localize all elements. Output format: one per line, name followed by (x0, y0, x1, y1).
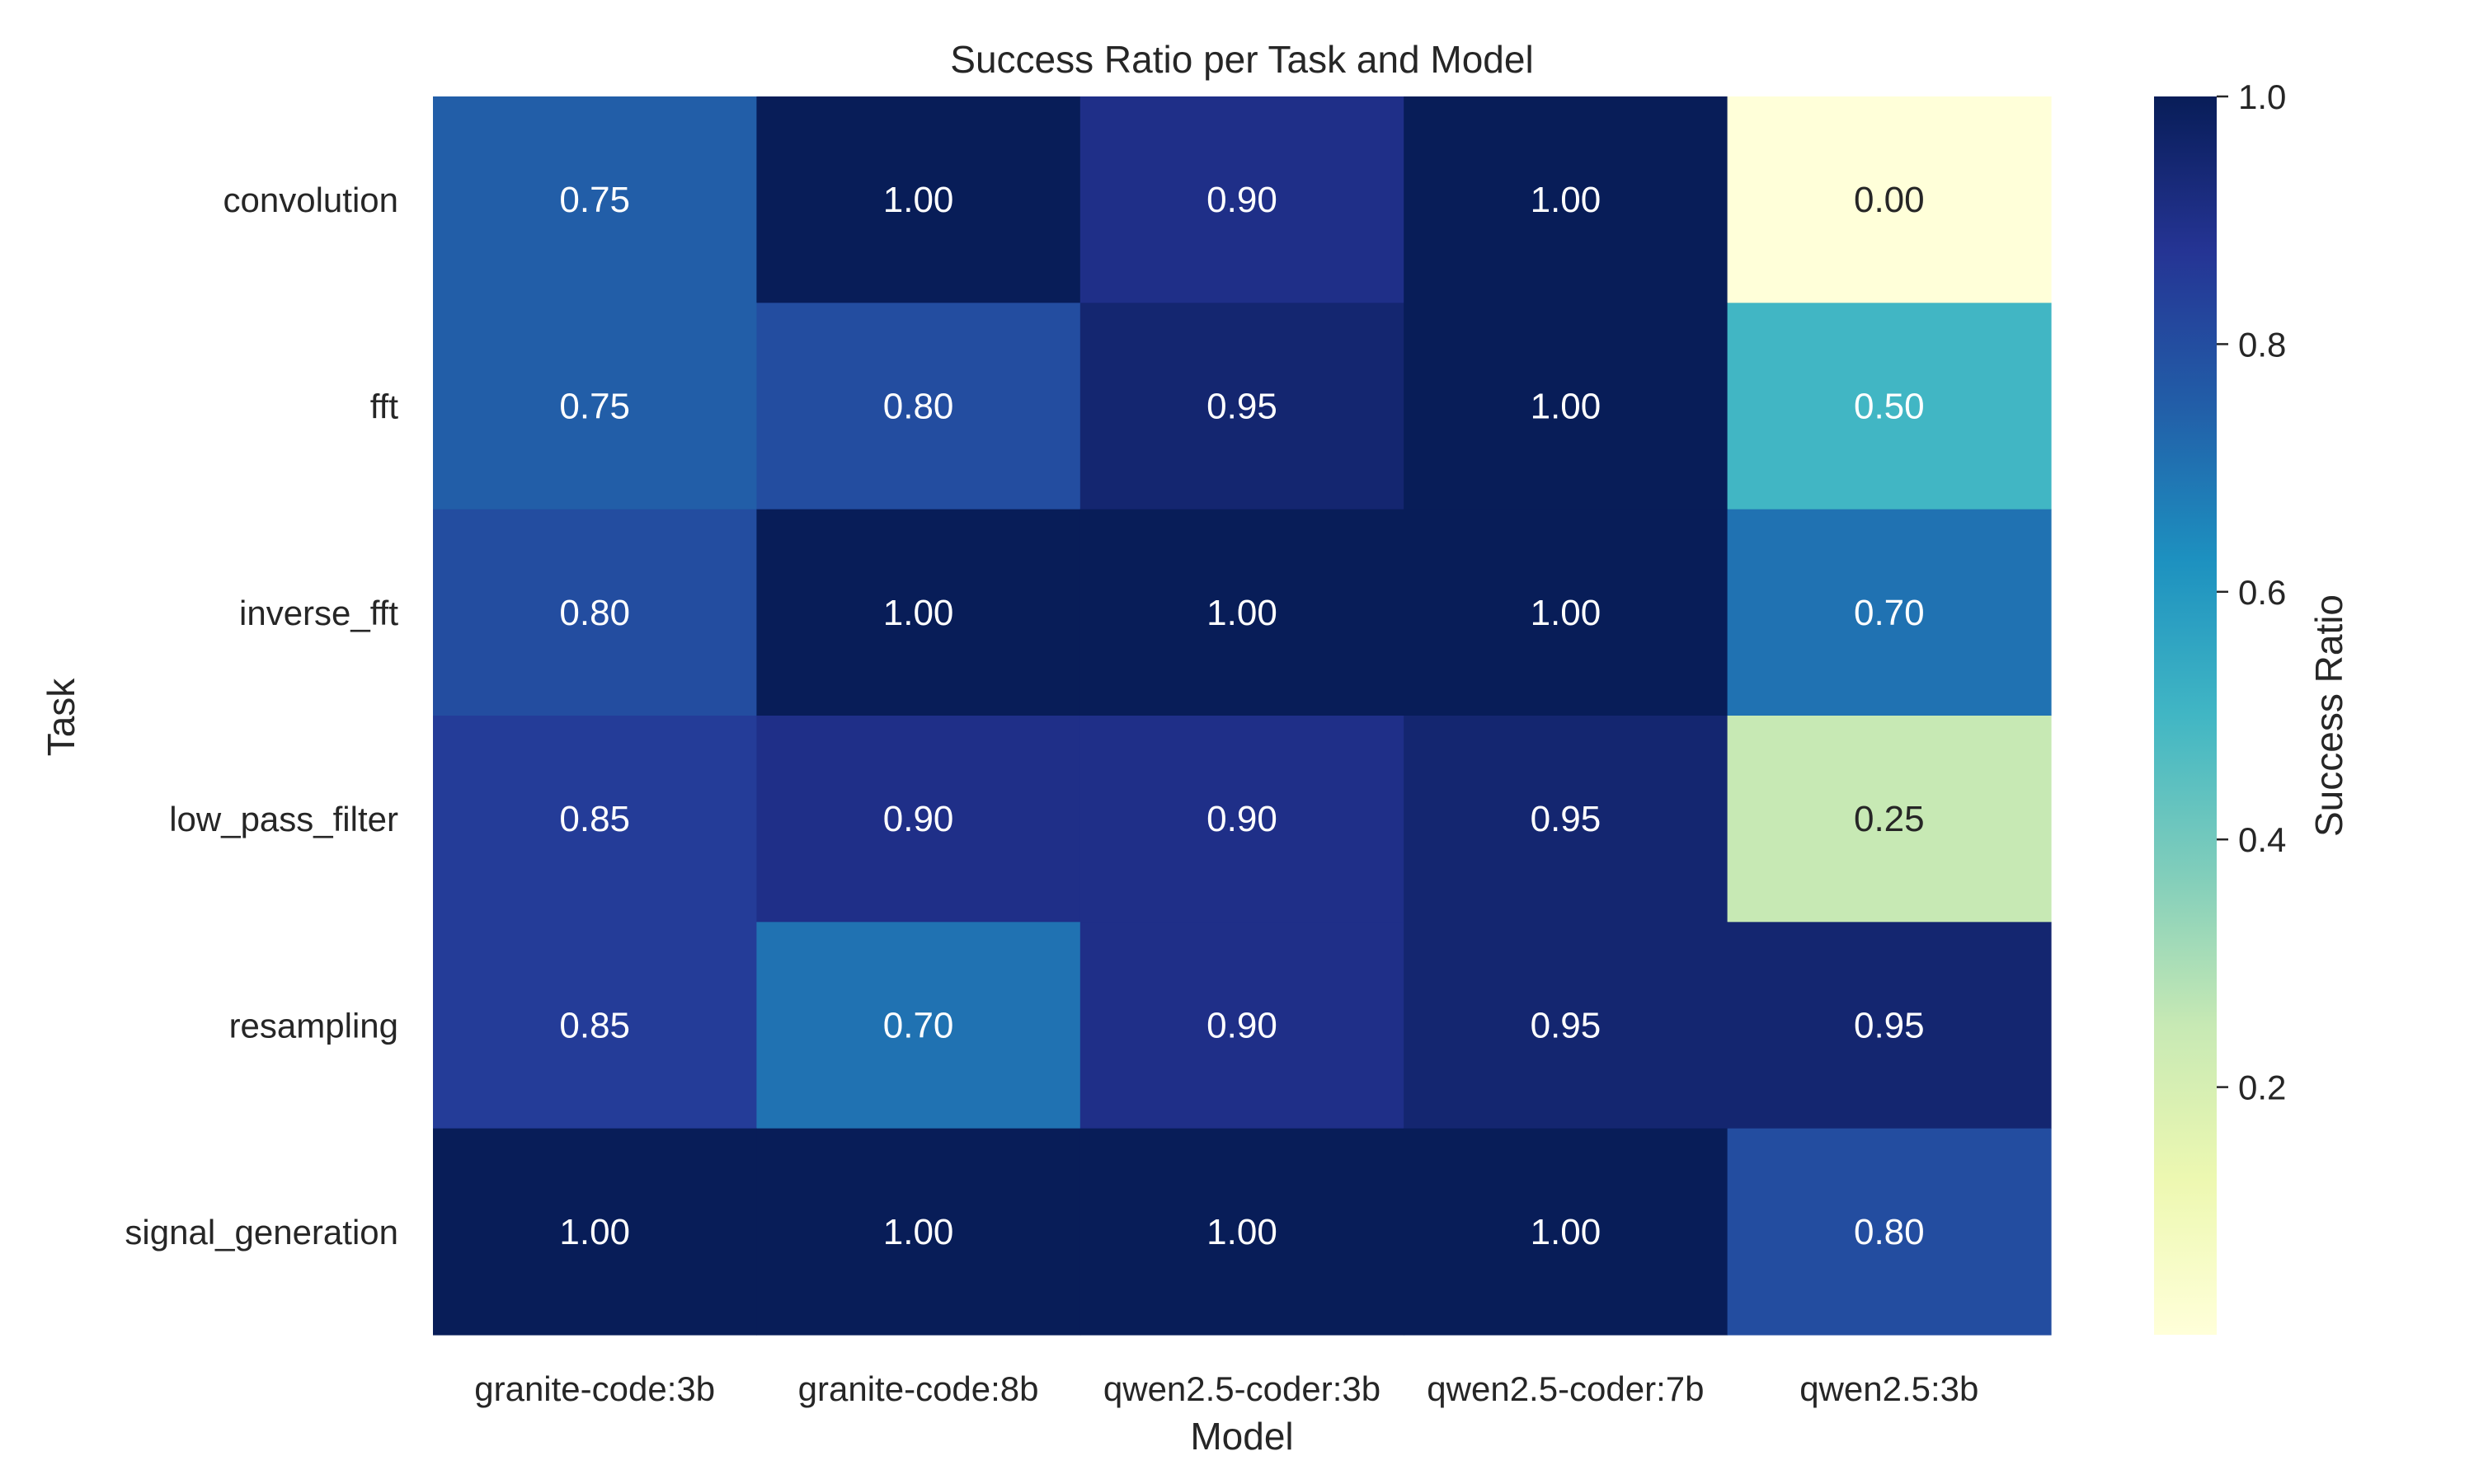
heatmap-cell-value: 1.00 (1206, 1212, 1277, 1252)
heatmap-cell (1727, 303, 2052, 510)
colorbar-tick-label: 0.8 (2238, 325, 2286, 364)
y-tick-label: low_pass_filter (169, 800, 398, 838)
heatmap-cell (1404, 1128, 1729, 1336)
heatmap-cell-value: 0.90 (1206, 180, 1277, 220)
x-tick-label: qwen2.5-coder:3b (1103, 1369, 1380, 1408)
heatmap-cell (433, 303, 757, 510)
x-axis-label: Model (1190, 1415, 1293, 1458)
heatmap-cell (1404, 922, 1729, 1129)
heatmap-cell-value: 0.80 (1854, 1212, 1925, 1252)
heatmap-cell-value: 1.00 (1531, 387, 1602, 427)
y-tick-label: fft (370, 387, 399, 426)
y-tick-label: inverse_fft (239, 594, 398, 632)
colorbar-ticks: 0.2 0.4 0.6 0.8 1.0 (2217, 77, 2286, 1107)
colorbar-tick-label: 1.0 (2238, 77, 2286, 116)
heatmap-cell (1079, 1128, 1404, 1336)
heatmap-cell (756, 716, 1081, 923)
heatmap-cell-value: 0.75 (559, 180, 630, 220)
heatmap-cell-value: 0.50 (1854, 387, 1925, 427)
colorbar-label: Success Ratio (2307, 594, 2350, 837)
heatmap-cell-value: 1.00 (1531, 180, 1602, 220)
heatmap-cell-value: 1.00 (559, 1212, 630, 1252)
heatmap-cell (1727, 1128, 2052, 1336)
heatmap-cell-value: 0.25 (1854, 799, 1925, 839)
heatmap-cell (1079, 96, 1404, 303)
colorbar (2154, 96, 2217, 1335)
colorbar-tick-label: 0.6 (2238, 573, 2286, 612)
heatmap-cell (1079, 303, 1404, 510)
heatmap-cell (433, 96, 757, 303)
colorbar-tick-label: 0.2 (2238, 1068, 2286, 1107)
x-tick-label: granite-code:8b (798, 1369, 1039, 1408)
heatmap-cells (433, 96, 2052, 1336)
heatmap-cell-value: 1.00 (1206, 593, 1277, 633)
heatmap-cell (1079, 716, 1404, 923)
heatmap-cell (756, 922, 1081, 1129)
colorbar-tick-label: 0.4 (2238, 820, 2286, 859)
heatmap-cell (433, 922, 757, 1129)
heatmap-cell (756, 509, 1081, 716)
heatmap-cell (433, 716, 757, 923)
heatmap-cell-value: 0.70 (883, 1006, 954, 1046)
heatmap-cell (1404, 716, 1729, 923)
heatmap-cell-value: 0.00 (1854, 180, 1925, 220)
heatmap-cell-value: 0.75 (559, 387, 630, 427)
heatmap-cell-labels: 0.75 1.00 0.90 1.00 0.00 0.75 0.80 0.95 1.00 0.50… (559, 180, 1924, 1252)
y-axis-label: Task (40, 678, 82, 757)
heatmap-cell (1727, 509, 2052, 716)
heatmap-cell (1727, 922, 2052, 1129)
heatmap-cell (1727, 716, 2052, 923)
y-axis-tick-labels: convolution fft inverse_fft low_pass_filter… (125, 181, 398, 1252)
heatmap-cell-value: 1.00 (883, 593, 954, 633)
heatmap-cell-value: 1.00 (1531, 1212, 1602, 1252)
x-tick-label: qwen2.5-coder:7b (1427, 1369, 1704, 1408)
heatmap-cell-value: 0.90 (1206, 799, 1277, 839)
heatmap-cell (1404, 509, 1729, 716)
heatmap-cell (1079, 922, 1404, 1129)
heatmap-cell-value: 0.80 (883, 387, 954, 427)
heatmap-cell-value: 0.70 (1854, 593, 1925, 633)
heatmap-cell-value: 1.00 (883, 180, 954, 220)
heatmap-cell (433, 509, 757, 716)
heatmap-cell-value: 0.95 (1206, 387, 1277, 427)
heatmap-cell-value: 0.95 (1854, 1006, 1925, 1046)
heatmap-cell-value: 0.80 (559, 593, 630, 633)
y-tick-label: signal_generation (125, 1213, 398, 1252)
x-tick-label: qwen2.5:3b (1799, 1369, 1978, 1408)
heatmap-cell-value: 0.90 (1206, 1006, 1277, 1046)
heatmap-cell (433, 1128, 757, 1336)
heatmap-cell (1727, 96, 2052, 303)
heatmap-cell (1404, 96, 1729, 303)
y-tick-label: convolution (223, 181, 398, 219)
x-axis-tick-labels: granite-code:3b granite-code:8b qwen2.5-co… (474, 1369, 1978, 1408)
x-tick-label: granite-code:3b (474, 1369, 715, 1408)
heatmap-cell-value: 0.85 (559, 1006, 630, 1046)
heatmap-cell-value: 1.00 (1531, 593, 1602, 633)
heatmap-cell (756, 96, 1081, 303)
heatmap-cell (756, 303, 1081, 510)
heatmap-cell-value: 0.90 (883, 799, 954, 839)
y-tick-label: resampling (229, 1007, 398, 1045)
heatmap-cell (756, 1128, 1081, 1336)
heatmap-cell-value: 0.85 (559, 799, 630, 839)
heatmap-cell-value: 0.95 (1531, 799, 1602, 839)
heatmap-cell-value: 1.00 (883, 1212, 954, 1252)
heatmap-cell (1404, 303, 1729, 510)
chart-title: Success Ratio per Task and Model (950, 38, 1533, 81)
heatmap-cell-value: 0.95 (1531, 1006, 1602, 1046)
heatmap-cell (1079, 509, 1404, 716)
